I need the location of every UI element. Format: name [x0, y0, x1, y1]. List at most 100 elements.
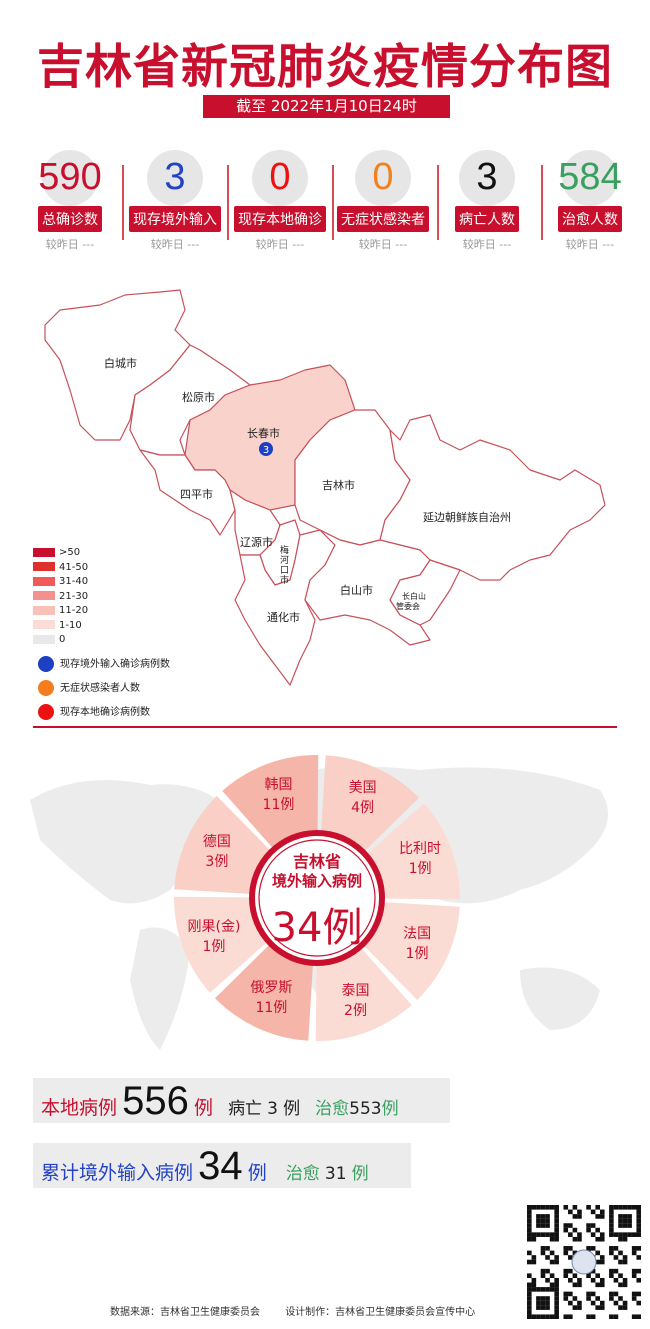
country-label: 美国 4例 — [323, 778, 403, 818]
qr-code[interactable] — [527, 1205, 641, 1319]
stat-label: 病亡人数 — [455, 206, 519, 232]
country-name: 美国 — [348, 779, 377, 796]
legend-label: >50 — [59, 547, 81, 558]
label-jilin: 吉林市 — [322, 479, 355, 492]
sector-7 — [174, 796, 271, 894]
country-label: 韩国 11例 — [238, 775, 318, 815]
stat-compare: 较昨日 --- — [462, 238, 512, 251]
stat-card: 0 无症状感染者 较昨日 --- — [333, 150, 433, 252]
local-value: 556 — [122, 1079, 189, 1123]
divider — [227, 165, 229, 240]
imported-unit: 例 — [247, 1162, 267, 1184]
stat-label: 现存本地确诊 — [234, 206, 326, 232]
sector-4 — [315, 947, 412, 1041]
stat-value: 3 — [476, 156, 498, 198]
footer: 数据来源：吉林省卫生健康委员会 设计制作：吉林省卫生健康委员会宣传中心 — [110, 1303, 475, 1318]
label-liaoyuan: 辽源市 — [240, 536, 273, 549]
legend-item: 41-50 — [33, 562, 88, 573]
label-changbaishan: 管委会 — [396, 602, 420, 611]
legend-dot-icon — [38, 656, 54, 672]
death-unit: 例 — [283, 1099, 301, 1119]
legend-swatch — [33, 591, 55, 600]
legend-dot-icon — [38, 704, 54, 720]
label-meihekou: 梅河口市 — [280, 546, 290, 586]
country-count: 1例 — [202, 938, 226, 955]
country-label: 比利时 1例 — [380, 839, 460, 879]
country-count: 1例 — [408, 861, 432, 878]
local-unit: 例 — [193, 1097, 213, 1119]
center-total: 34例 — [271, 905, 363, 951]
dot-legend-item: 无症状感染者人数 — [38, 679, 140, 696]
stat-bubble — [42, 150, 98, 206]
label-baicheng: 白城市 — [104, 357, 137, 370]
legend-swatch — [33, 620, 55, 629]
country-label: 泰国 2例 — [316, 981, 396, 1021]
imported-label: 累计境外输入病例 — [41, 1162, 194, 1184]
stat-bubble — [147, 150, 203, 206]
sector-3 — [363, 902, 460, 1000]
country-count: 11例 — [255, 1000, 288, 1017]
country-name: 韩国 — [264, 776, 293, 793]
legend-swatch — [33, 576, 55, 586]
stat-compare: 较昨日 --- — [565, 238, 615, 251]
stat-bubble — [355, 150, 411, 206]
label-tonghua: 通化市 — [267, 611, 300, 624]
legend-swatch — [33, 562, 55, 571]
divider — [541, 165, 543, 240]
imported-cases-marker — [259, 442, 273, 456]
sector-6 — [174, 896, 268, 993]
legend-label: 1-10 — [59, 619, 82, 631]
date-banner: 截至 2022年1月10日24时 — [203, 95, 450, 118]
section-divider — [33, 726, 617, 728]
legend-label: 无症状感染者人数 — [60, 683, 140, 694]
imported-cured-unit: 例 — [351, 1164, 369, 1184]
stat-card: 584 治愈人数 较昨日 --- — [540, 150, 640, 252]
legend-label: 现存境外输入确诊病例数 — [60, 659, 170, 670]
stat-compare: 较昨日 --- — [45, 238, 95, 251]
dot-legend-item: 现存境外输入确诊病例数 — [38, 655, 170, 672]
stat-bubble — [252, 150, 308, 206]
death-label: 病亡 — [228, 1099, 263, 1119]
imported-cured-value: 31 — [324, 1164, 347, 1184]
sector-2 — [366, 803, 460, 900]
center-ring-inner — [255, 836, 379, 960]
country-count: 11例 — [262, 796, 295, 813]
stat-bubble — [459, 150, 515, 206]
legend-item: 31-40 — [33, 576, 88, 587]
country-name: 俄罗斯 — [250, 980, 293, 997]
country-count: 2例 — [344, 1003, 367, 1020]
cured-unit: 例 — [381, 1099, 399, 1119]
stat-card: 3 现存境外输入 较昨日 --- — [125, 150, 225, 252]
cured-value: 553 — [349, 1099, 382, 1119]
divider — [332, 165, 334, 240]
imported-value: 34 — [198, 1144, 243, 1188]
stat-bubble — [562, 150, 618, 206]
death-value: 3 — [267, 1099, 278, 1119]
country-count: 1例 — [405, 945, 429, 962]
legend-label: 21-30 — [59, 590, 89, 602]
design-credit: 设计制作：吉林省卫生健康委员会宣传中心 — [285, 1307, 476, 1318]
label-songyuan: 松原市 — [182, 391, 215, 404]
country-count: 4例 — [351, 799, 375, 816]
sector-0 — [222, 754, 319, 849]
data-source: 数据来源：吉林省卫生健康委员会 — [110, 1307, 260, 1318]
legend-item: 21-30 — [33, 591, 88, 602]
center-subtitle: 境外输入病例 — [271, 872, 362, 890]
legend-dot-icon — [38, 680, 54, 696]
local-cases-summary: 本地病例 556 例 病亡 3 例 治愈553例 — [33, 1078, 450, 1123]
legend-item: 1-10 — [33, 620, 82, 631]
legend-label: 41-50 — [59, 561, 89, 573]
country-label: 法国 1例 — [377, 924, 457, 964]
local-label: 本地病例 — [41, 1097, 118, 1119]
dot-legend-item: 现存本地确诊病例数 — [38, 703, 150, 720]
region-yanbian — [379, 414, 606, 581]
legend-label: 0 — [59, 634, 66, 645]
stat-card: 0 现存本地确诊 较昨日 --- — [230, 150, 330, 252]
center-ring-line — [258, 839, 376, 957]
legend-item: >50 — [33, 547, 80, 558]
stat-value: 0 — [269, 156, 291, 198]
imported-cured-label: 治愈 — [285, 1164, 320, 1184]
stat-label: 无症状感染者 — [337, 206, 429, 232]
country-count: 3例 — [205, 854, 229, 871]
